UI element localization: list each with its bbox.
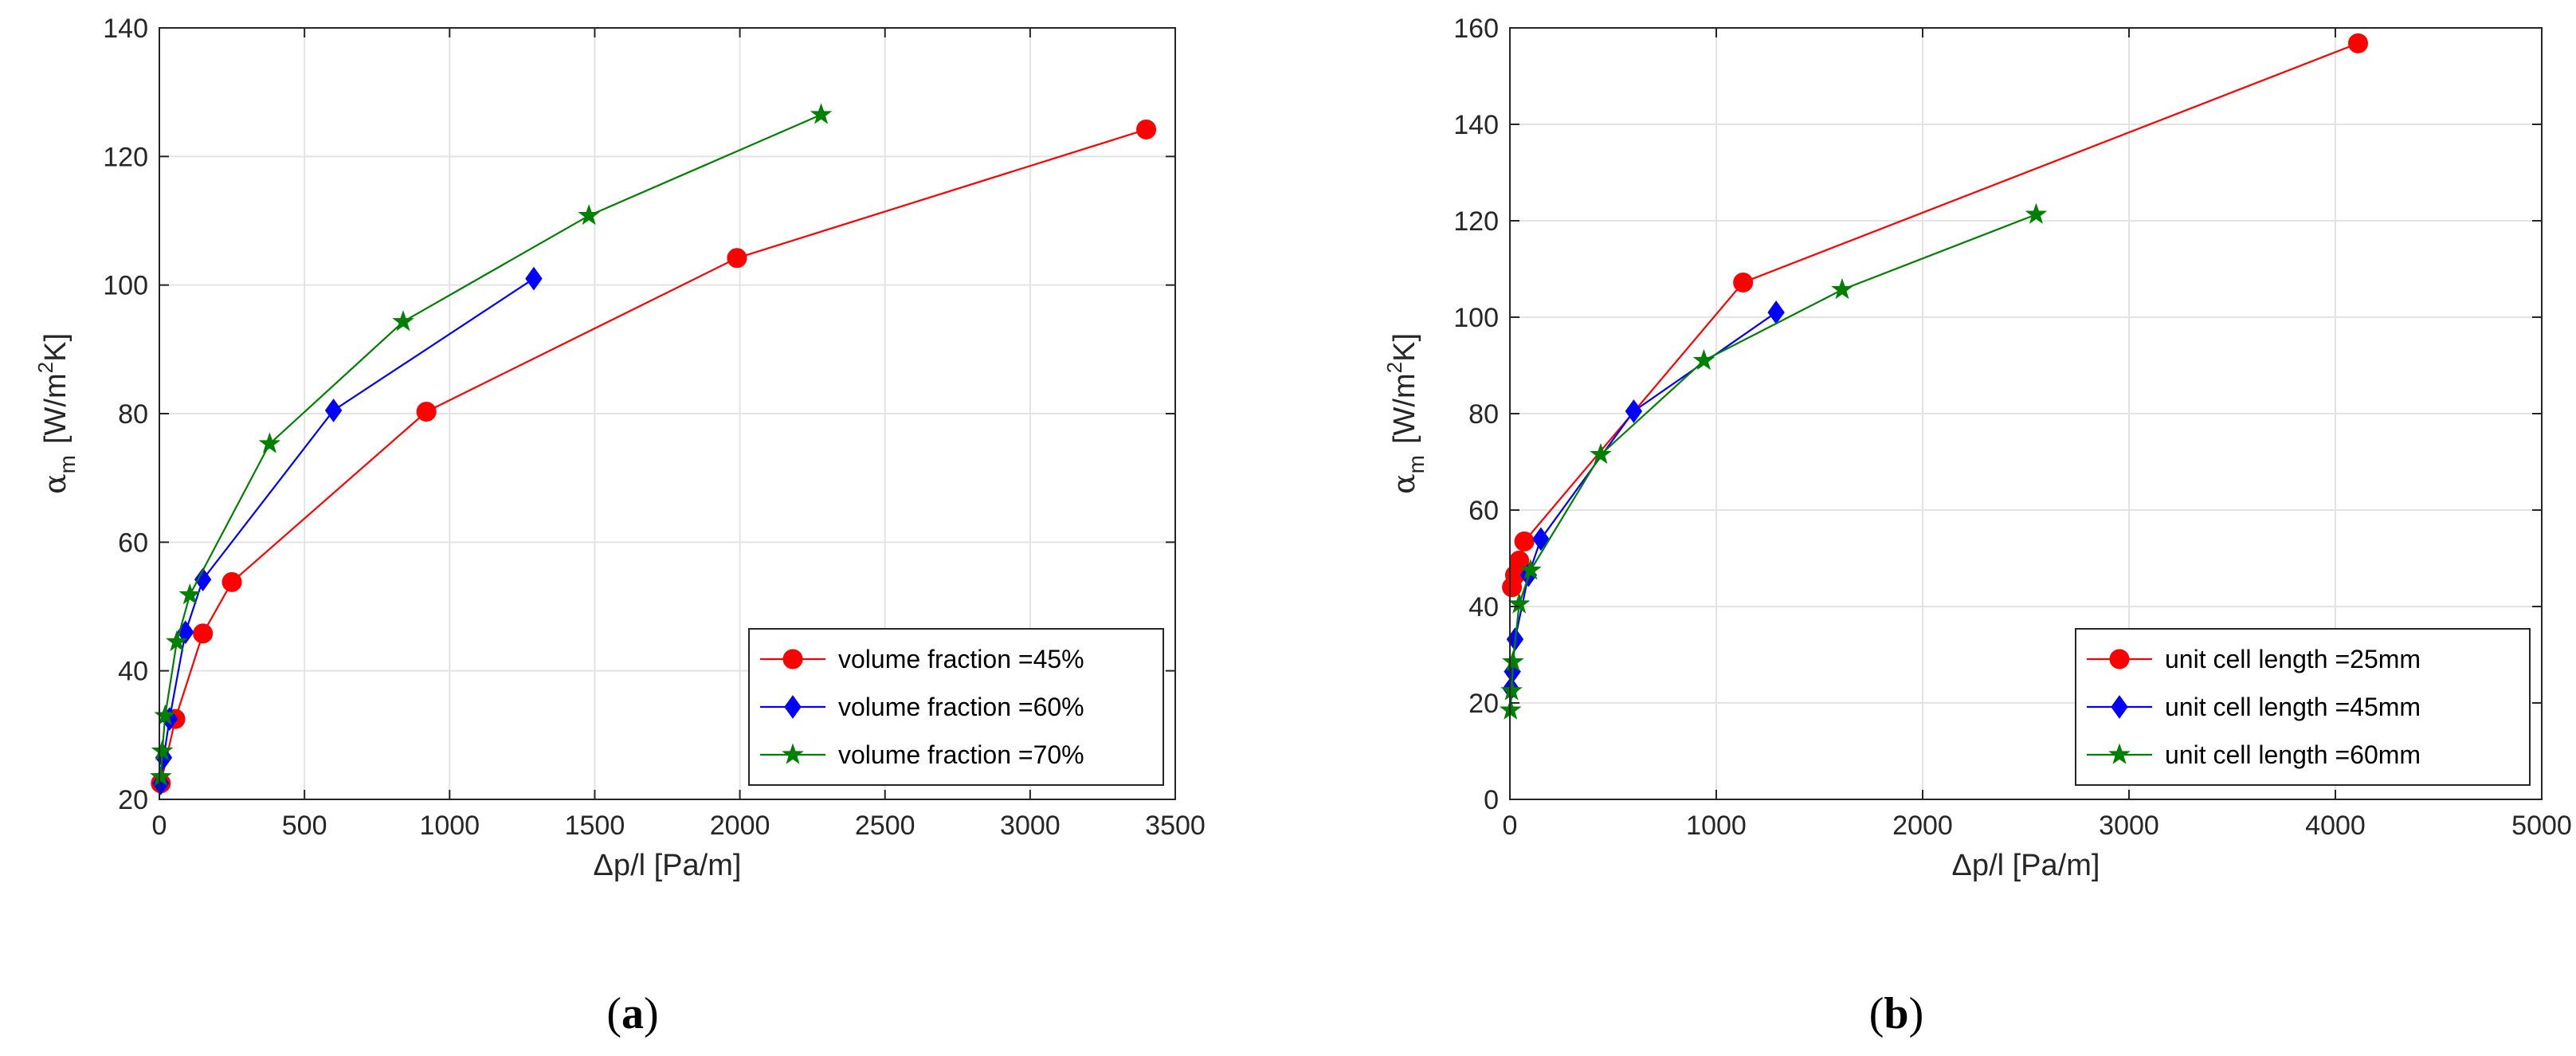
data-point [193,623,214,644]
legend: volume fraction =45% volume fraction =60%… [748,628,1164,786]
data-point [810,103,833,124]
x-tick-label: 1000 [1686,811,1747,841]
data-point [1625,399,1643,423]
chart-panel-a: 0 500 1000 1500 2000 2500 3000 3500 20 40 60 80 100 1… [33,14,1206,1038]
legend-label: volume fraction =70% [838,740,1084,769]
x-tick-label: 1000 [419,811,480,841]
data-point [222,571,242,592]
y-tick-label: 120 [1453,206,1499,237]
y-tick-label: 60 [1468,496,1499,526]
y-tick-label: 100 [1453,303,1499,333]
y-tick-label: 100 [103,271,148,301]
legend-marker [2111,695,2128,719]
data-point [1136,119,1157,139]
y-tick-label: 160 [1453,14,1499,44]
data-point [2025,202,2048,224]
legend-marker [2108,743,2131,764]
legend-marker [782,649,803,669]
y-tick-label: 80 [1468,399,1499,430]
data-point [1692,348,1715,371]
data-point [416,402,437,422]
x-tick-label: 3500 [1145,811,1206,841]
x-tick-label: 3000 [2099,811,2159,841]
x-axis-label: Δp/l [Pa/m] [1952,849,2100,882]
data-point [178,583,202,605]
data-point [1831,277,1853,300]
y-tick-label: 20 [1468,689,1499,719]
legend-marker [784,695,802,719]
legend-label: volume fraction =45% [838,645,1084,673]
legend-label: unit cell length =25mm [2165,645,2421,673]
series-3 [1499,202,2048,720]
x-tick-label: 2500 [855,811,916,841]
legend-label: unit cell length =45mm [2165,693,2421,721]
x-tick-label: 500 [282,811,327,841]
x-tick-label: 3000 [1000,811,1061,841]
legend-item-2: unit cell length =45mm [2087,693,2421,721]
data-point [578,204,600,226]
data-point [1590,442,1612,465]
y-axis-label: αm[W/m2K] [1382,333,1429,494]
y-tick-label: 140 [103,14,148,44]
y-tick-label: 60 [118,528,148,558]
data-point [727,248,747,269]
data-point [1519,559,1542,580]
y-tick-label: 40 [118,657,148,687]
x-tick-label: 5000 [2511,811,2572,841]
x-tick-label: 0 [1503,811,1518,841]
legend-label: unit cell length =60mm [2165,740,2421,769]
data-point [324,398,343,422]
y-axis-label: αm[W/m2K] [33,333,80,494]
data-point [150,765,172,787]
y-tick-label: 0 [1484,785,1499,815]
x-tick-label: 0 [152,811,167,841]
y-tick-label: 40 [1468,592,1499,622]
legend-item-3: volume fraction =70% [760,740,1084,769]
chart-panel-b: 0 1000 2000 3000 4000 5000 0 20 40 60 80 100 120 140 1… [1382,14,2572,1038]
legend-marker [782,743,804,764]
y-tick-label: 120 [103,142,148,172]
data-point [392,310,414,332]
panel-caption: (b) [1869,989,1923,1038]
data-point [1514,531,1535,552]
data-point [525,266,543,291]
data-point [194,567,212,591]
legend-item-1: volume fraction =45% [760,645,1084,673]
y-tick-label: 20 [118,785,148,815]
data-point [154,704,177,725]
data-point [1508,592,1531,614]
y-tick-label: 80 [118,399,148,430]
series-3 [150,103,833,787]
x-tick-label: 4000 [2305,811,2366,841]
legend-item-1: unit cell length =25mm [2087,645,2421,673]
data-point [1532,527,1550,552]
x-tick-label: 1500 [565,811,625,841]
legend-item-3: unit cell length =60mm [2087,740,2421,769]
series-1 [1502,33,2368,598]
legend-label: volume fraction =60% [838,693,1084,721]
panel-caption: (a) [606,989,658,1038]
legend-item-2: volume fraction =60% [760,693,1084,721]
data-point [1733,272,1754,292]
data-point [151,739,174,761]
y-tick-label: 140 [1453,110,1499,140]
data-point [1502,650,1524,672]
x-tick-label: 2000 [710,811,770,841]
data-point [2347,33,2368,53]
legend-marker [2109,649,2130,669]
x-tick-label: 2000 [1892,811,1953,841]
data-point [166,630,188,652]
x-axis-label: Δp/l [Pa/m] [594,849,742,882]
legend: unit cell length =25mm unit cell length =… [2075,628,2531,786]
data-point [1500,679,1523,701]
data-point [258,432,281,453]
